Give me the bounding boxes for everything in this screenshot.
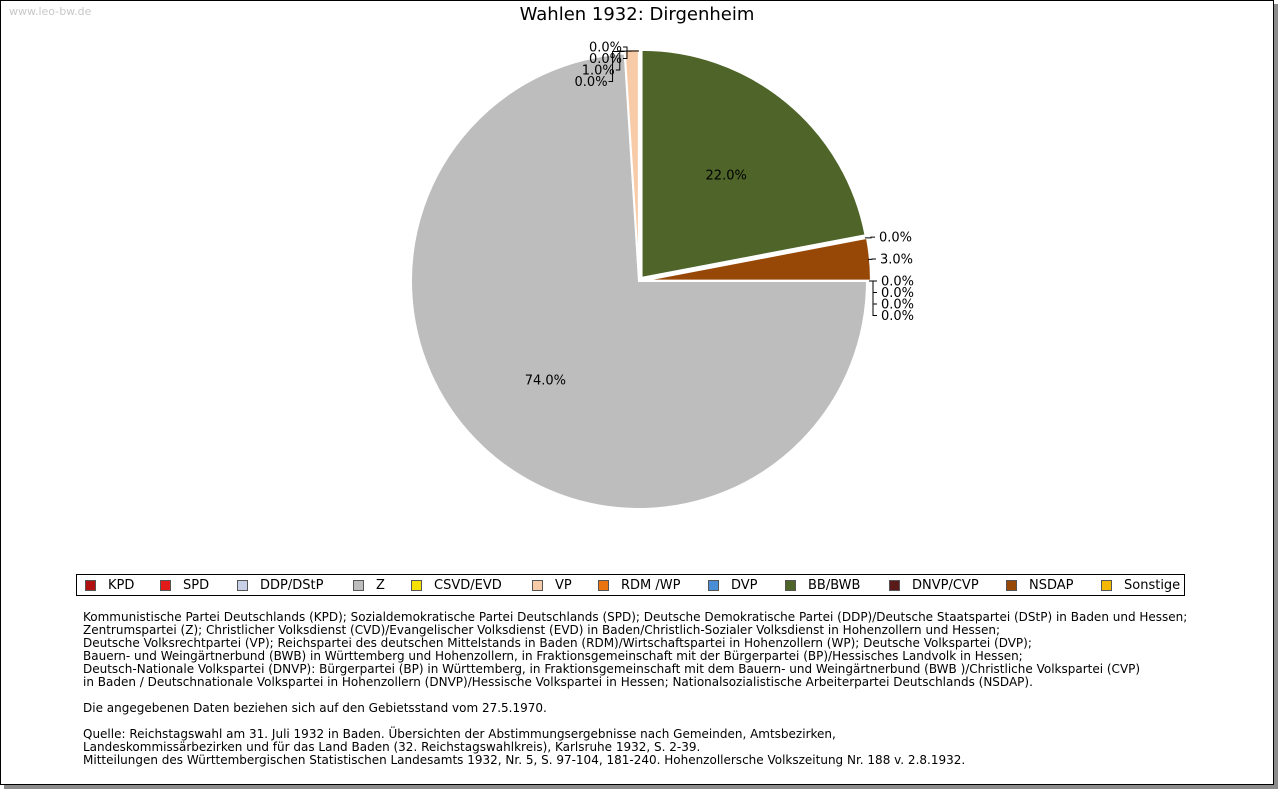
- legend-item-nsdap: NSDAP: [1006, 575, 1074, 595]
- legend-item-kpd: KPD: [85, 575, 134, 595]
- legend-swatch: [85, 579, 96, 591]
- legend-item-dnvp: DNVP/CVP: [889, 575, 979, 595]
- leader-line-vp: [615, 50, 632, 71]
- watermark: www.leo-bw.de: [9, 5, 92, 18]
- legend-swatch: [1006, 579, 1017, 591]
- slice-label-bb-bwb: 22.0%: [706, 169, 747, 184]
- notes-parties-line: Zentrumspartei (Z); Christlicher Volksdi…: [83, 623, 1001, 637]
- leader-line-csvd-evd: [608, 50, 625, 82]
- notes-parties-line: Deutsche Volksrechtpartei (VP); Reichspa…: [83, 636, 1032, 650]
- notes-parties-line: Bauern- und Weingärtnerbund (BWB) in Wür…: [83, 649, 1023, 663]
- legend-swatch: [532, 579, 543, 591]
- legend-label: KPD: [108, 577, 135, 593]
- leader-line-dnvp-cvp: [864, 236, 875, 239]
- pie-slice-vp: [623, 48, 640, 278]
- legend-label: DDP/DStP: [260, 577, 324, 593]
- slice-label-z: 74.0%: [525, 374, 566, 389]
- legend-item-sonstige: Sonstige: [1101, 575, 1180, 595]
- legend-label: DNVP/CVP: [912, 577, 979, 593]
- notes-source-line: Quelle: Reichstagswahl am 31. Juli 1932 …: [83, 727, 836, 741]
- legend-label: Sonstige: [1124, 577, 1181, 593]
- pie-chart: 74.0%22.0%0.0%3.0%0.0%0.0%0.0%0.0%0.0%0.…: [410, 41, 914, 510]
- legend-label: NSDAP: [1029, 577, 1074, 593]
- legend-item-spd: SPD: [160, 575, 209, 595]
- notes-parties-line: Deutsch-Nationale Volkspartei (DNVP): Bü…: [83, 662, 1141, 676]
- slice-label-vp: 1.0%: [582, 64, 615, 79]
- pie-slice-bb-bwb: [640, 48, 867, 280]
- notes-territory: Die angegebenen Daten beziehen sich auf …: [83, 701, 547, 715]
- legend-label: VP: [555, 577, 572, 593]
- legend-swatch: [237, 579, 248, 591]
- slice-label-nsdap: 3.0%: [880, 252, 913, 267]
- legend-swatch: [411, 579, 422, 591]
- legend-item-csvd: CSVD/EVD: [411, 575, 502, 595]
- legend-swatch: [708, 579, 719, 591]
- legend-item-vp: VP: [532, 575, 572, 595]
- slice-label-rdm-wp: 0.0%: [589, 41, 622, 56]
- notes-parties-line: in Baden / Deutschnationale Volkspartei …: [83, 675, 1033, 689]
- legend-swatch: [889, 579, 900, 591]
- legend-label: BB/BWB: [808, 577, 861, 593]
- leader-line-ddp-dstp: [869, 280, 877, 316]
- slice-label-kpd: 0.0%: [881, 286, 914, 301]
- notes-source-line: Mitteilungen des Württembergischen Stati…: [83, 753, 966, 767]
- leader-line-dvp: [623, 50, 639, 59]
- notes-source-line: Landeskommissärbezirken und für das Land…: [83, 740, 701, 754]
- pie-slice-z: [410, 52, 869, 510]
- slice-label-dvp: 0.0%: [589, 52, 622, 67]
- slice-label-sonstige: 0.0%: [881, 275, 914, 290]
- slice-label-csvd-evd: 0.0%: [575, 75, 608, 90]
- chart-title: Wahlen 1932: Dirgenheim: [519, 4, 755, 25]
- notes-parties-line: Kommunistische Partei Deutschlands (KPD)…: [83, 610, 1188, 624]
- legend-item-bbbwb: BB/BWB: [785, 575, 860, 595]
- slice-label-spd: 0.0%: [881, 298, 914, 313]
- notes: Kommunistische Partei Deutschlands (KPD)…: [83, 611, 1187, 767]
- legend-swatch: [1101, 579, 1112, 591]
- slice-label-dnvp-cvp: 0.0%: [879, 231, 912, 246]
- legend-label: Z: [376, 577, 385, 593]
- legend-item-z: Z: [353, 575, 385, 595]
- legend-item-ddp: DDP/DStP: [237, 575, 323, 595]
- legend-label: RDM /WP: [621, 577, 681, 593]
- legend: KPD SPD DDP/DStP Z CSVD/EVD VP RDM /WP D…: [76, 574, 1185, 596]
- legend-label: CSVD/EVD: [434, 577, 502, 593]
- legend-swatch: [785, 579, 796, 591]
- legend-item-rdm: RDM /WP: [598, 575, 680, 595]
- legend-label: SPD: [183, 577, 210, 593]
- legend-swatch: [160, 579, 171, 591]
- legend-swatch: [598, 579, 609, 591]
- legend-label: DVP: [731, 577, 758, 593]
- legend-item-dvp: DVP: [708, 575, 758, 595]
- slice-label-ddp-dstp: 0.0%: [881, 309, 914, 324]
- legend-swatch: [353, 579, 364, 591]
